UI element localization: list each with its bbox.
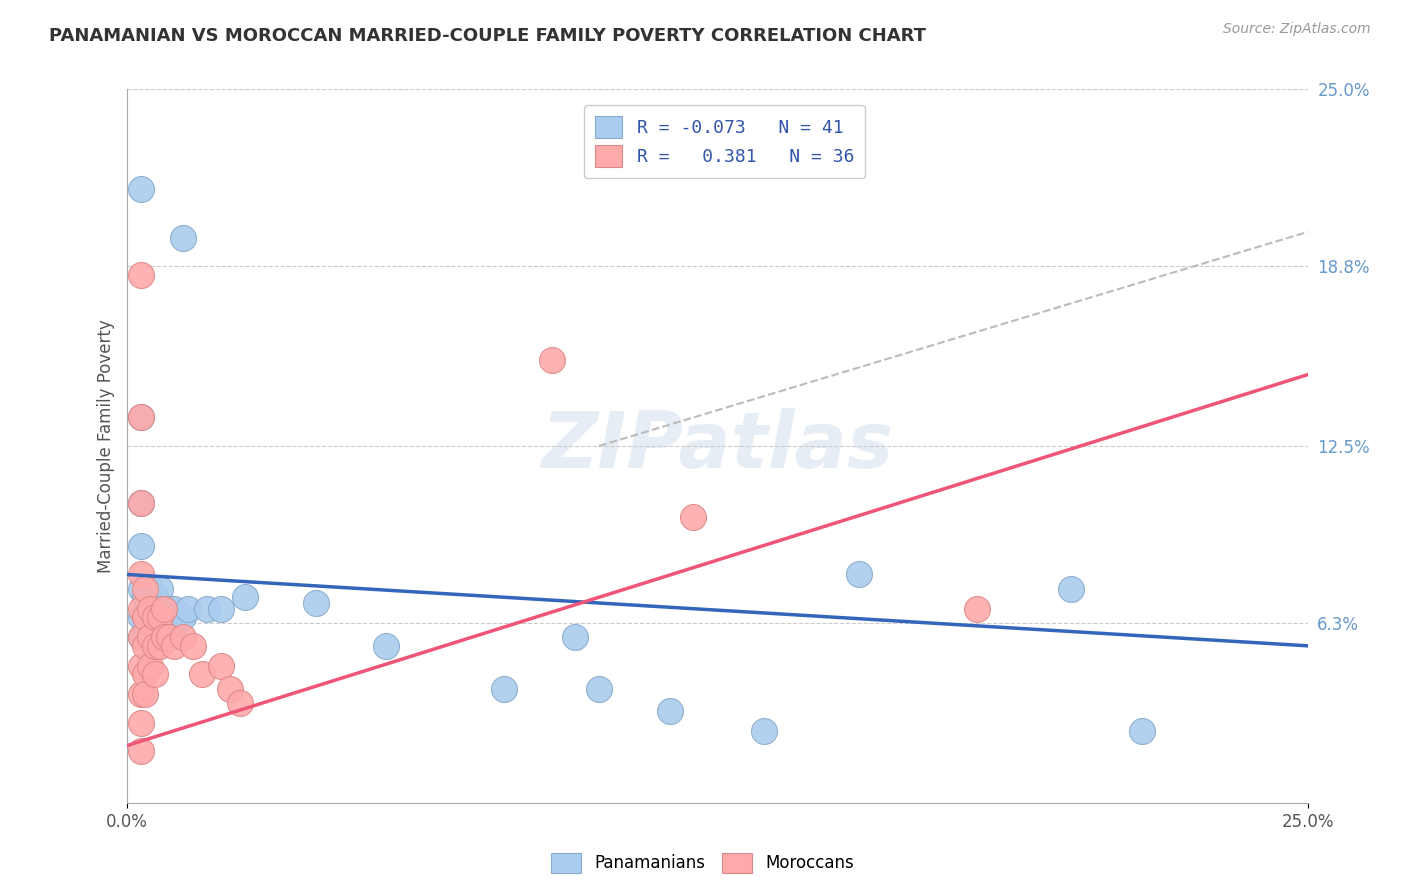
Point [167,610,190,624]
Point [149,601,172,615]
Y-axis label: Married-Couple Family Poverty: Married-Couple Family Poverty [97,319,115,573]
Point [1130,724,1153,739]
Point [134,667,156,681]
Point [149,630,172,644]
Point [149,582,172,596]
Point [129,744,152,758]
Point [143,667,166,681]
Point [163,619,186,633]
Point [564,630,586,644]
Point [134,687,156,701]
Point [129,610,152,624]
Point [540,353,562,368]
Point [129,687,152,701]
Point [134,610,156,624]
Point [143,591,166,605]
Point [494,681,516,696]
Point [143,610,166,624]
Point [149,639,172,653]
Point [219,681,242,696]
Point [754,724,776,739]
Point [139,582,162,596]
Text: PANAMANIAN VS MOROCCAN MARRIED-COUPLE FAMILY POVERTY CORRELATION CHART: PANAMANIAN VS MOROCCAN MARRIED-COUPLE FA… [49,27,927,45]
Point [143,639,166,653]
Point [157,630,180,644]
Point [139,630,162,644]
Point [229,696,252,710]
Point [157,630,180,644]
Point [966,601,988,615]
Point [195,601,218,615]
Point [375,639,398,653]
Point [149,610,172,624]
Point [134,610,156,624]
Point [191,667,214,681]
Point [129,268,152,282]
Point [134,582,156,596]
Point [153,601,176,615]
Point [139,610,162,624]
Point [129,496,152,510]
Point [181,639,204,653]
Point [172,630,194,644]
Point [153,630,176,644]
Point [153,610,176,624]
Point [134,639,156,653]
Point [143,610,166,624]
Point [157,601,180,615]
Point [134,630,156,644]
Point [129,658,152,673]
Point [177,601,200,615]
Point [129,496,152,510]
Text: ZIPatlas: ZIPatlas [541,408,893,484]
Point [129,582,152,596]
Point [129,182,152,196]
Point [1060,582,1083,596]
Point [139,601,162,615]
Point [139,658,162,673]
Point [682,510,704,524]
Point [129,601,152,615]
Point [129,410,152,425]
Point [209,601,232,615]
Point [129,567,152,582]
Point [129,715,152,730]
Point [588,681,610,696]
Point [139,630,162,644]
Point [658,705,681,719]
Point [129,630,152,644]
Point [129,410,152,425]
Point [172,610,194,624]
Point [134,591,156,605]
Point [153,630,176,644]
Point [129,630,152,644]
Point [163,639,186,653]
Point [172,230,194,244]
Legend: Panamanians, Moroccans: Panamanians, Moroccans [544,847,862,880]
Text: Source: ZipAtlas.com: Source: ZipAtlas.com [1223,22,1371,37]
Point [163,601,186,615]
Point [233,591,256,605]
Point [304,596,326,610]
Legend: R = -0.073   N = 41, R =   0.381   N = 36: R = -0.073 N = 41, R = 0.381 N = 36 [585,105,865,178]
Point [209,658,232,673]
Point [848,567,870,582]
Point [129,539,152,553]
